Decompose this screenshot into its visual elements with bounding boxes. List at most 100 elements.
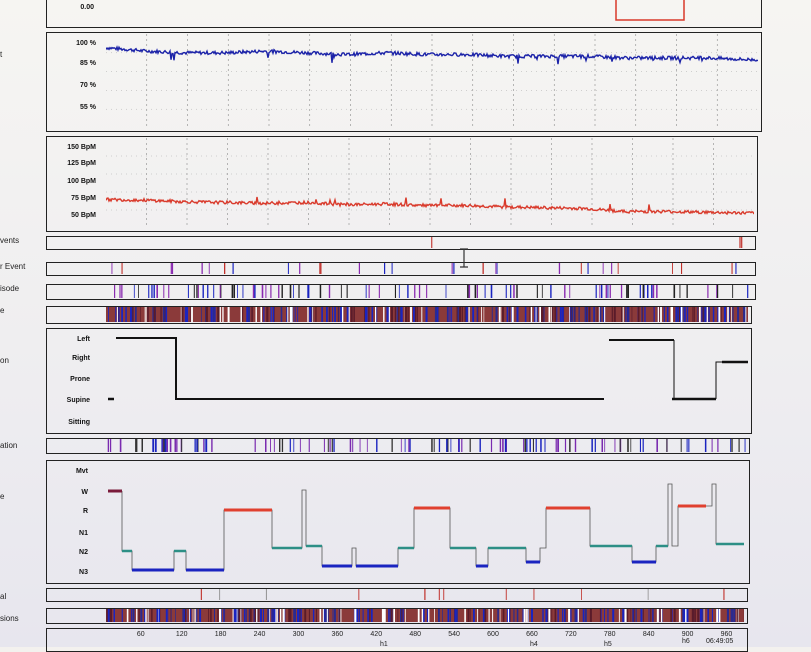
event-mark [194,285,195,298]
dense-mark [240,609,241,622]
event-mark [569,439,571,452]
event-mark [739,237,740,248]
dense-mark [389,307,390,322]
dense-mark [359,609,360,622]
dense-mark [650,609,651,622]
dense-mark [459,307,461,322]
dense-mark [737,609,738,622]
event-mark [220,285,221,298]
dense-mark [544,307,545,322]
event-mark [352,439,353,452]
dense-mark [607,609,608,622]
event-mark [224,263,225,274]
episode-marks [106,285,752,299]
position-label-right: Right [50,355,90,362]
event-mark [451,439,452,452]
time-tick-label: 120 [176,631,188,638]
dense-mark [165,307,167,322]
dense-mark [509,609,510,622]
event-mark [506,285,507,298]
event-mark [270,285,271,298]
event-mark [524,439,526,452]
dense-mark [410,307,412,322]
event-mark [324,439,325,452]
dense-mark [423,609,425,622]
time-tick-label: 420 [370,631,382,638]
dense-mark [719,609,721,622]
event-mark [627,439,629,452]
event-mark [243,285,244,298]
dense-mark [638,307,640,322]
dense-mark [315,307,316,322]
dense-mark [366,307,368,322]
dense-mark [497,609,499,622]
dense-mark [395,307,396,322]
time-tick-label: 480 [409,631,421,638]
spo2-label-100: 100 % [56,40,96,47]
position-label-supine: Supine [50,397,90,404]
event-mark [643,439,644,452]
dense-mark [131,609,132,622]
dense-mark [625,307,626,322]
event-mark [138,285,139,298]
event-mark [443,589,444,600]
dense-mark [288,609,290,622]
event-mark [341,285,342,298]
event-mark [163,439,164,452]
spo2-label-85: 85 % [56,60,96,67]
dense-mark [697,307,698,322]
dense-mark [545,609,547,622]
dense-mark [549,307,551,322]
event-mark [575,439,576,452]
dense-mark [200,609,201,622]
dense-mark [149,609,150,622]
event-mark [176,439,177,452]
event-mark [688,439,689,452]
event-mark [262,285,264,298]
hypno-label-n2: N2 [60,549,88,556]
dense-mark [160,307,161,322]
event-mark [203,439,204,452]
dense-mark [193,609,194,622]
time-tick-label: 60 [137,631,145,638]
event-mark [195,439,196,452]
dense-mark [397,307,398,322]
dense-mark [727,307,729,322]
event-mark [653,285,654,298]
event-mark [618,263,619,274]
dense-mark [720,307,722,322]
dense-mark [579,307,580,322]
dense-mark [614,307,616,322]
dense-mark [334,307,336,322]
dense-mark [256,609,257,622]
event-mark [510,285,511,298]
event-mark [469,285,471,298]
event-mark [604,439,605,452]
event-mark [595,439,596,452]
side-label-t: t [0,50,40,59]
dense-mark [405,307,407,322]
dense-mark [568,609,570,622]
time-sub-label-4: h6 [682,638,690,645]
dense-mark [502,307,504,322]
hypno-label-w: W [60,489,88,496]
event-mark [542,285,543,298]
dense-mark [256,307,257,322]
dense-mark [641,609,643,622]
dense-mark [707,609,709,622]
dense-mark [181,307,182,322]
dense-mark [660,307,662,322]
dense-mark [574,307,575,322]
event-mark [175,439,177,452]
event-mark [558,439,559,452]
dense-mark [166,609,167,622]
event-mark [680,285,681,298]
dense-mark [642,307,643,322]
dense-mark [193,609,195,622]
dense-mark [509,307,510,322]
event-mark [265,439,267,452]
event-mark [154,285,155,298]
dense-mark [478,307,479,322]
dense-mark [390,609,391,622]
event-mark [628,285,629,298]
